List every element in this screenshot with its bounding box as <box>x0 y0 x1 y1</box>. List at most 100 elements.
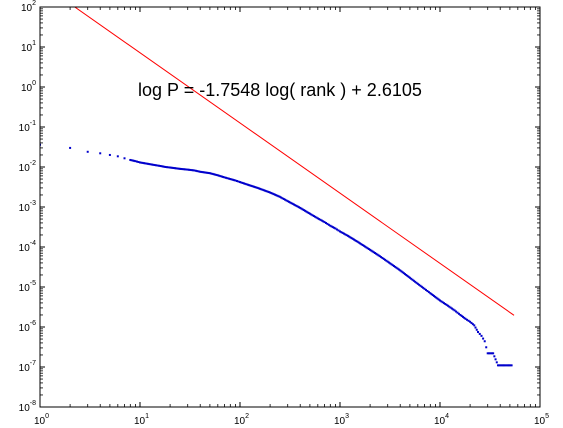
data-point <box>152 163 155 166</box>
data-point <box>339 230 341 233</box>
data-point <box>424 288 427 291</box>
data-point <box>474 326 477 329</box>
data-point <box>364 245 367 248</box>
data-point <box>412 279 415 282</box>
data-point <box>334 227 337 230</box>
data-point <box>508 364 511 367</box>
data-point <box>148 163 151 166</box>
data-point <box>456 311 459 314</box>
data-point <box>141 161 144 164</box>
data-point <box>285 199 288 202</box>
data-point <box>299 206 302 209</box>
data-point <box>249 184 252 187</box>
data-point <box>501 364 504 367</box>
data-point <box>370 249 373 252</box>
data-point <box>348 235 351 238</box>
data-point <box>457 312 460 315</box>
data-point <box>464 317 467 320</box>
data-point <box>186 168 189 171</box>
data-point <box>394 265 397 268</box>
data-point <box>429 292 432 295</box>
x-tick-label: 100 <box>34 413 49 427</box>
data-point <box>264 189 267 192</box>
data-point <box>455 310 458 313</box>
data-point <box>153 164 156 167</box>
data-point <box>261 188 264 191</box>
plot-frame <box>39 6 541 408</box>
data-point <box>224 176 227 179</box>
data-point <box>506 364 509 367</box>
y-tick-label: 10-4 <box>19 240 36 254</box>
data-point <box>396 267 399 270</box>
data-point <box>265 190 268 193</box>
data-point <box>248 184 251 187</box>
data-point <box>196 170 199 173</box>
data-point <box>315 216 318 219</box>
data-point <box>473 324 476 327</box>
data-point <box>164 166 167 168</box>
data-point <box>182 168 185 171</box>
data-point <box>192 169 195 172</box>
data-point <box>199 170 202 173</box>
data-point <box>405 274 408 277</box>
data-point <box>373 251 376 254</box>
data-point <box>314 215 317 218</box>
data-point <box>486 352 489 355</box>
data-point <box>278 195 281 198</box>
data-point <box>345 234 348 237</box>
data-point <box>166 166 169 169</box>
data-point <box>200 170 203 173</box>
data-point <box>493 355 496 358</box>
data-point <box>324 221 327 224</box>
data-point <box>156 164 159 167</box>
data-point <box>287 200 290 203</box>
data-point <box>414 280 417 283</box>
data-point <box>178 167 181 170</box>
data-point <box>453 309 456 312</box>
data-point <box>210 172 213 175</box>
data-point <box>155 164 158 167</box>
data-point <box>411 278 414 281</box>
data-point <box>401 271 404 274</box>
data-point <box>223 176 226 179</box>
data-point <box>240 181 243 184</box>
data-point <box>144 162 147 165</box>
data-point <box>440 300 443 303</box>
data-point <box>69 146 72 149</box>
data-point <box>292 203 295 206</box>
data-point <box>420 285 423 288</box>
data-point <box>266 190 269 193</box>
data-point <box>432 294 435 297</box>
data-point <box>254 186 257 189</box>
y-tick-label: 10-2 <box>19 160 36 174</box>
fit-equation-annotation: log P = -1.7548 log( rank ) + 2.6105 <box>138 80 422 100</box>
data-point <box>216 174 219 177</box>
data-point <box>172 167 175 170</box>
data-point <box>219 175 222 178</box>
data-point <box>478 332 481 335</box>
data-point <box>99 152 102 155</box>
data-point <box>316 217 319 220</box>
data-point <box>226 177 229 180</box>
data-point <box>171 166 174 169</box>
data-point <box>130 159 133 162</box>
data-point <box>434 295 437 298</box>
data-point <box>271 192 274 195</box>
data-point <box>280 196 283 199</box>
data-point <box>185 168 188 171</box>
data-point <box>400 270 403 273</box>
data-point <box>218 174 221 177</box>
y-tick-label: 10-8 <box>19 400 36 414</box>
data-point <box>245 183 248 186</box>
data-point <box>381 256 384 259</box>
y-tick-label: 100 <box>21 80 36 94</box>
data-point <box>500 364 503 367</box>
data-point <box>244 182 247 185</box>
data-point <box>397 268 400 271</box>
data-point <box>352 238 355 241</box>
data-point <box>331 226 334 229</box>
data-point <box>269 191 272 194</box>
data-point <box>459 313 462 316</box>
data-point <box>329 224 332 227</box>
data-point <box>323 221 326 224</box>
